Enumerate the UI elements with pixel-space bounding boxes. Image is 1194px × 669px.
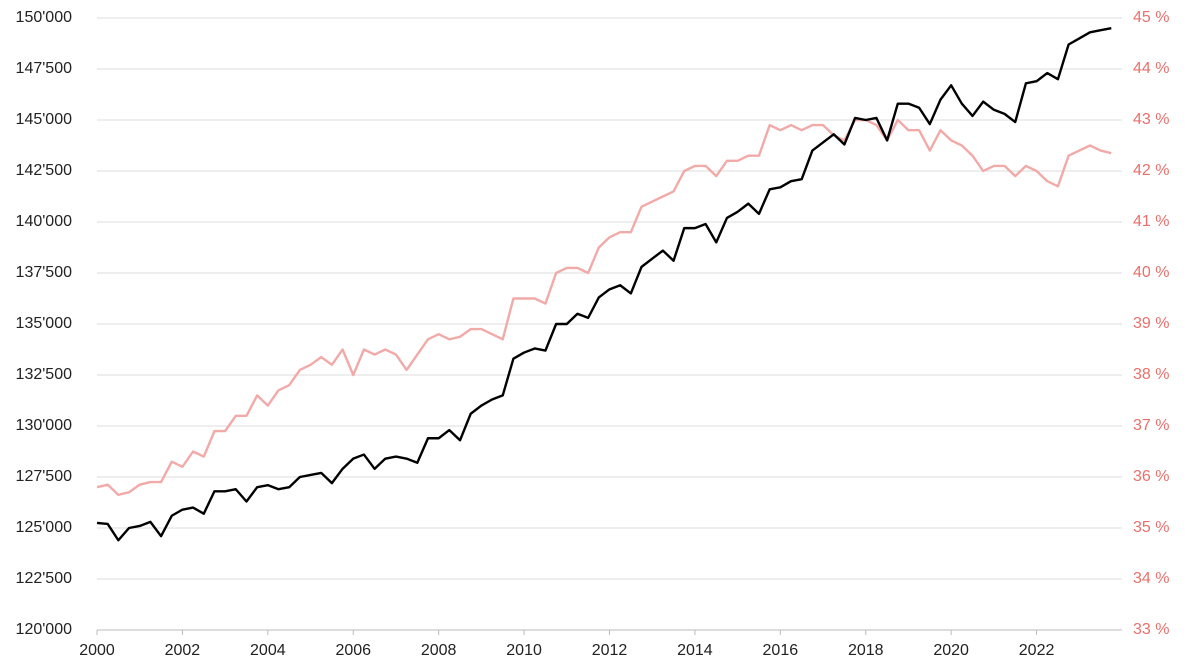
y2-tick-label: 44 % [1133,60,1169,77]
x-tick-label: 2018 [848,642,884,659]
x-tick-label: 2012 [592,642,628,659]
y2-tick-label: 33 % [1133,621,1169,638]
y2-tick-label: 37 % [1133,417,1169,434]
series-line [96,27,1112,542]
series-line [96,118,1112,497]
y-tick-label: 150'000 [16,9,73,26]
x-tick-label: 2020 [933,642,969,659]
x-tick-label: 2004 [250,642,286,659]
y-tick-label: 140'000 [16,213,73,230]
x-tick-label: 2010 [506,642,542,659]
y2-tick-label: 42 % [1133,162,1169,179]
x-tick-label: 2014 [677,642,713,659]
y-tick-label: 125'000 [16,519,73,536]
y2-tick-label: 40 % [1133,264,1169,281]
x-tick-label: 2016 [763,642,799,659]
y-tick-label: 122'500 [16,570,73,587]
y-tick-label: 120'000 [16,621,73,638]
y-tick-label: 132'500 [16,366,73,383]
y2-tick-label: 38 % [1133,366,1169,383]
x-tick-label: 2008 [421,642,457,659]
x-tick-label: 2002 [165,642,201,659]
y2-tick-label: 34 % [1133,570,1169,587]
y-tick-label: 145'000 [16,111,73,128]
x-tick-label: 2006 [335,642,371,659]
x-tick-label: 2022 [1019,642,1055,659]
y-tick-label: 147'500 [16,60,73,77]
y-tick-label: 142'500 [16,162,73,179]
y-tick-label: 127'500 [16,468,73,485]
y-tick-label: 137'500 [16,264,73,281]
y2-tick-label: 36 % [1133,468,1169,485]
y2-tick-label: 41 % [1133,213,1169,230]
y2-tick-label: 43 % [1133,111,1169,128]
y2-tick-label: 35 % [1133,519,1169,536]
y-tick-label: 135'000 [16,315,73,332]
y-tick-label: 130'000 [16,417,73,434]
x-tick-label: 2000 [79,642,115,659]
y2-tick-label: 39 % [1133,315,1169,332]
y2-tick-label: 45 % [1133,9,1169,26]
